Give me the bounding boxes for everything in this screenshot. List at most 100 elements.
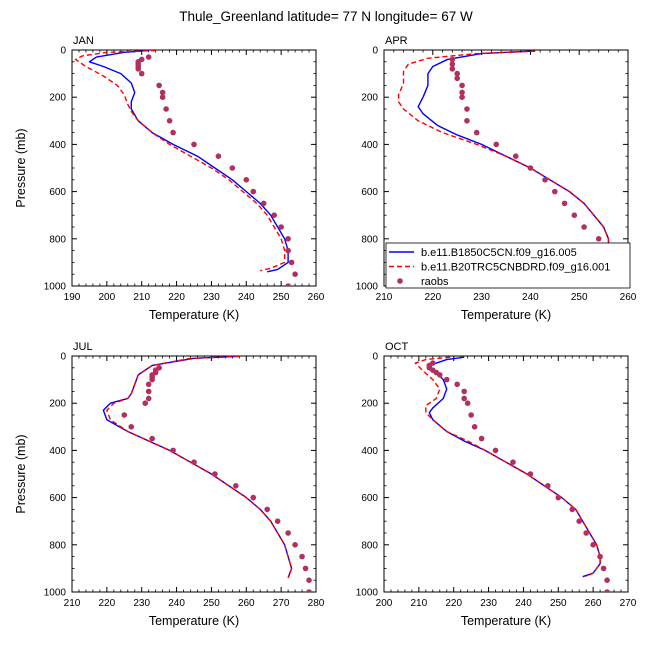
raob-point (306, 589, 312, 592)
y-tick-label: 1000 (44, 282, 67, 293)
raob-point (142, 400, 148, 407)
raob-point (454, 70, 461, 77)
raob-point (449, 61, 456, 67)
x-tick-label: 230 (203, 292, 220, 303)
y-tick-label: 400 (361, 140, 378, 151)
legend: b.e11.B1850C5CN.f09_g16.005 b.e11.B20TRC5… (385, 242, 631, 289)
raob-point (229, 165, 236, 171)
raob-point (449, 56, 456, 63)
raob-point (163, 106, 169, 112)
raob-point (285, 283, 291, 286)
raob-point (170, 129, 176, 136)
y-tick-label: 400 (49, 446, 66, 457)
y-tick-label: 600 (361, 187, 378, 198)
raob-point (149, 435, 155, 442)
raob-point (545, 483, 551, 489)
x-tick-label: 240 (522, 292, 539, 303)
x-tick-label: 260 (238, 598, 255, 609)
data-layer (397, 50, 622, 286)
raob-point (288, 259, 295, 266)
x-tick-label: 200 (376, 598, 393, 609)
y-tick-label: 200 (49, 399, 66, 410)
raob-point (464, 400, 471, 407)
y-axis-title: Pressure (mb) (14, 128, 28, 207)
x-tick-label: 230 (480, 598, 497, 609)
raob-point (145, 381, 152, 388)
raob-point (285, 530, 291, 536)
y-tick-label: 400 (361, 446, 378, 457)
x-tick-label: 250 (571, 292, 588, 303)
raob-point (191, 459, 197, 466)
series-line-b1850 (102, 356, 293, 579)
y-tick-label: 800 (361, 540, 378, 551)
x-tick-label: 280 (308, 598, 325, 609)
x-axis-title: Temperature (K) (461, 308, 551, 322)
legend-label: b.e11.B20TRC5CNBDRD.f09_g16.001 (421, 262, 610, 274)
x-tick-label: 250 (273, 292, 290, 303)
raob-point (243, 177, 250, 183)
legend-label: b.e11.B1850C5CN.f09_g16.005 (421, 247, 577, 259)
y-tick-label: 600 (49, 187, 66, 198)
raob-point (461, 395, 467, 402)
raob-point (473, 129, 480, 136)
raob-point (527, 165, 534, 171)
y-tick-label: 200 (361, 399, 378, 410)
legend-label: raobs (421, 276, 449, 288)
y-tick-label: 800 (49, 234, 66, 245)
series-line-b20trc (397, 50, 610, 272)
raob-point (459, 89, 465, 96)
raob-point (600, 565, 607, 572)
panel-label: OCT (385, 341, 409, 353)
raob-point (145, 388, 152, 395)
y-tick-label: 600 (49, 493, 66, 504)
x-tick-label: 270 (273, 598, 290, 609)
raob-point (471, 424, 478, 430)
raob-point (156, 82, 162, 89)
raob-point (555, 494, 562, 501)
raob-point (459, 94, 465, 100)
raob-point (492, 447, 499, 454)
x-tick-label: 210 (376, 292, 393, 303)
x-tick-label: 250 (203, 598, 220, 609)
raob-point (138, 70, 145, 77)
raob-point (576, 518, 582, 524)
raob-point (510, 459, 516, 466)
series-line-b20trc (414, 356, 601, 578)
raob-point (468, 412, 474, 418)
raob-point (449, 66, 456, 72)
raob-point (459, 82, 465, 89)
y-tick-label: 200 (361, 93, 378, 104)
raob-point (436, 372, 443, 378)
raob-point (271, 212, 277, 218)
y-axis-title: Pressure (mb) (14, 434, 28, 513)
x-tick-label: 220 (424, 292, 441, 303)
figure-title: Thule_Greenland latitude= 77 N longitude… (179, 9, 473, 24)
x-tick-label: 220 (445, 598, 462, 609)
raob-point (292, 271, 298, 278)
y-tick-label: 0 (372, 352, 378, 363)
plot-frame (71, 49, 317, 287)
panel-jul: 210 220 230 240 250 260 270 280 0 200 400 600 800 100… (14, 341, 325, 628)
y-tick-label: 0 (60, 352, 66, 363)
raob-point (302, 565, 309, 572)
raob-point (278, 224, 284, 230)
x-tick-label: 200 (99, 292, 116, 303)
panel-oct: 200 210 220 230 240 250 260 270 0 200 400 600 800 100… (356, 341, 637, 628)
raob-point (145, 395, 152, 402)
raob-point (583, 530, 589, 536)
x-tick-label: 210 (411, 598, 428, 609)
panel-label: APR (385, 35, 408, 47)
x-axis-title: Temperature (K) (149, 308, 239, 322)
raob-point (250, 494, 257, 501)
raob-point (135, 66, 142, 72)
y-tick-label: 0 (60, 46, 66, 57)
raob-point (461, 388, 467, 395)
raob-point (581, 224, 587, 230)
raob-point (159, 89, 166, 96)
raob-point (478, 435, 485, 442)
x-tick-label: 240 (238, 292, 255, 303)
raob-point (285, 247, 291, 254)
y-tick-label: 800 (361, 234, 378, 245)
raob-point (191, 141, 197, 148)
